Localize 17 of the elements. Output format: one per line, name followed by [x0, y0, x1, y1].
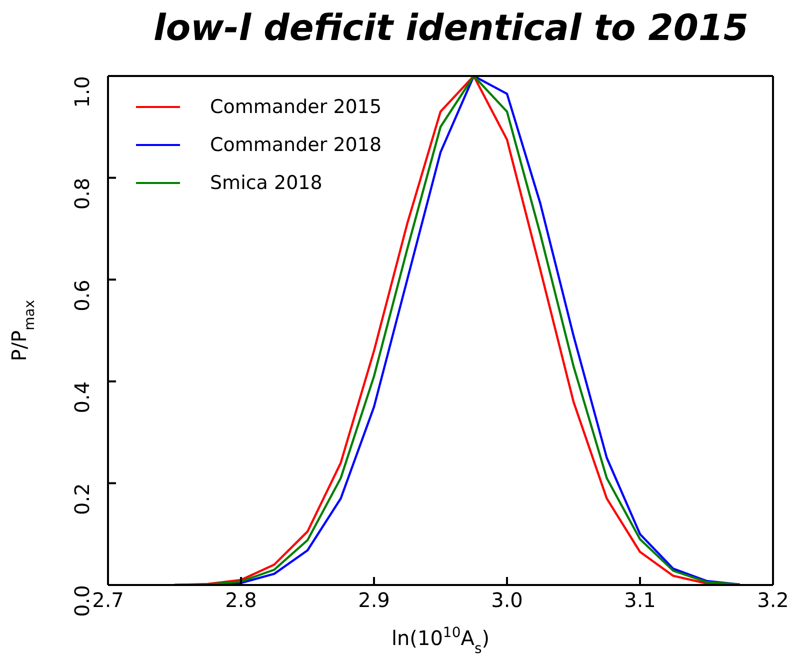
y-tick-label: 0.8 [70, 178, 94, 210]
x-axis-title: ln(10$^{10}$A$_{s}$) [391, 625, 490, 657]
y-tick-label: 0.2 [70, 483, 94, 516]
x-tick-label: 3.2 [757, 588, 789, 612]
x-tick-label: 2.7 [92, 588, 124, 612]
legend-label: Smica 2018 [210, 172, 322, 194]
y-tick-label: 0.0 [70, 585, 94, 617]
x-tick-label: 3.1 [624, 588, 656, 612]
x-tick-label: 2.8 [225, 588, 257, 612]
y-tick-label: 1.0 [70, 76, 94, 108]
x-tick-label: 3.0 [491, 588, 523, 612]
chart-title: low-l deficit identical to 2015 [152, 8, 750, 51]
legend-label: Commander 2015 [210, 96, 382, 118]
x-tick-label: 2.9 [358, 588, 390, 612]
legend-label: Commander 2018 [210, 134, 382, 156]
y-tick-label: 0.6 [70, 280, 94, 312]
y-tick-label: 0.4 [70, 381, 94, 414]
